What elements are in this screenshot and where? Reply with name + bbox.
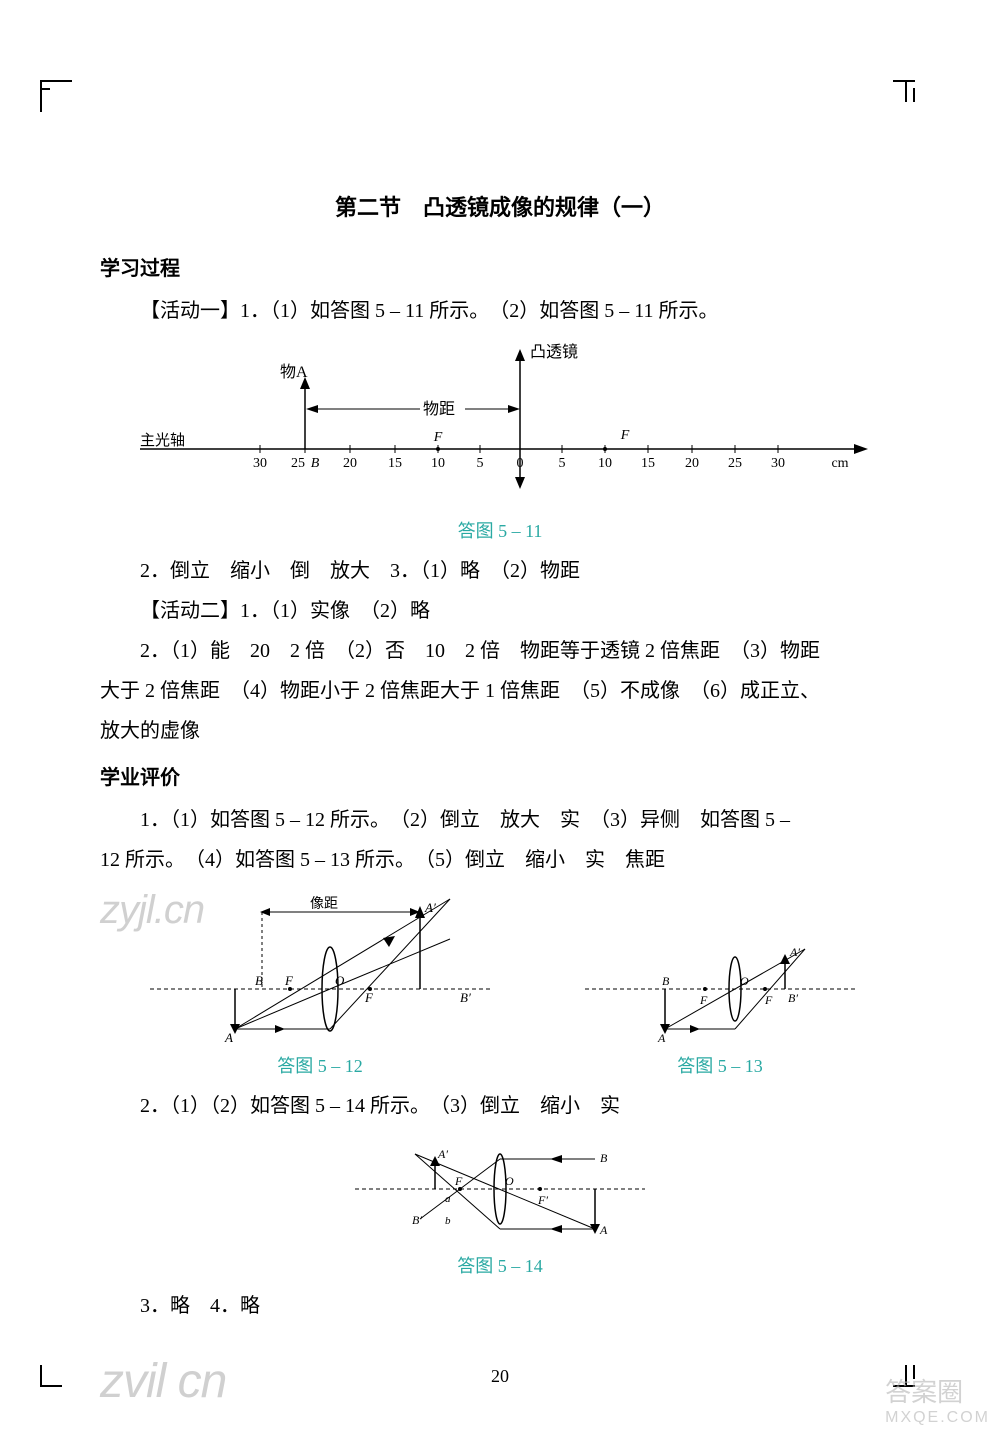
svg-text:B′: B′ (788, 991, 798, 1005)
obj-dist-label: 物距 (423, 400, 455, 418)
svg-text:A: A (599, 1223, 608, 1237)
heading-evaluation: 学业评价 (100, 761, 900, 790)
svg-text:B: B (255, 973, 263, 988)
activity1-line2: 2．倒立 缩小 倒 放大 3．（1）略 （2）物距 (100, 551, 900, 591)
svg-text:10: 10 (598, 456, 612, 471)
svg-text:b: b (445, 1215, 451, 1227)
activity2-line2c: 放大的虚像 (100, 711, 900, 751)
figure-5-14: A B A′ B′ F O F′ a b (350, 1134, 650, 1244)
svg-text:O: O (505, 1174, 514, 1188)
svg-text:B′: B′ (460, 990, 471, 1005)
svg-text:5: 5 (559, 456, 566, 471)
obj-a-label: 物A (280, 363, 308, 381)
lens-label: 凸透镜 (530, 342, 578, 361)
svg-text:A: A (224, 1030, 233, 1044)
crop-mark-tl (40, 80, 72, 112)
figure-5-13-wrap: A A′ B F O F B′ 答图 5 – 13 (580, 926, 860, 1086)
activity1-line1: 【活动一】1．（1）如答图 5 – 11 所示。 （2）如答图 5 – 11 所… (100, 291, 900, 331)
activity2-line1: 【活动二】1．（1）实像 （2）略 (100, 591, 900, 631)
corner-stamp: 答案圈 MXQE.COM (885, 1372, 990, 1427)
svg-text:a: a (445, 1193, 451, 1205)
stamp-bottom: MXQE.COM (885, 1409, 990, 1427)
page: 第二节 凸透镜成像的规律（一） 学习过程 【活动一】1．（1）如答图 5 – 1… (0, 0, 1000, 1437)
svg-text:F: F (699, 993, 708, 1007)
svg-text:15: 15 (641, 456, 655, 471)
figure-5-13: A A′ B F O F B′ (580, 934, 860, 1044)
svg-text:F: F (433, 430, 443, 445)
figure-5-13-caption: 答图 5 – 13 (580, 1052, 860, 1078)
stamp-top: 答案圈 (885, 1377, 963, 1407)
svg-text:30: 30 (771, 456, 785, 471)
svg-text:20: 20 (343, 456, 357, 471)
svg-text:O: O (335, 973, 345, 988)
figure-5-12-caption: 答图 5 – 12 (140, 1052, 500, 1078)
eval-line1a: 1．（1）如答图 5 – 12 所示。 （2）倒立 放大 实 （3）异侧 如答图… (100, 800, 900, 840)
svg-text:F′: F′ (537, 1193, 548, 1207)
figure-5-11-caption: 答图 5 – 11 (100, 517, 900, 543)
svg-text:B: B (662, 974, 670, 988)
figure-5-11: 凸透镜 物A 物距 主光轴 30 25 B 20 15 10 F 5 0 5 1… (120, 339, 880, 509)
svg-text:B: B (600, 1151, 608, 1165)
svg-text:10: 10 (431, 456, 445, 471)
svg-text:B′: B′ (412, 1213, 422, 1227)
svg-text:A′: A′ (437, 1147, 448, 1161)
activity2-line2b: 大于 2 倍焦距 （4）物距小于 2 倍焦距大于 1 倍焦距 （5）不成像 （6… (100, 671, 900, 711)
eval-line1b: 12 所示。 （4）如答图 5 – 13 所示。 （5）倒立 缩小 实 焦距 (100, 840, 900, 880)
figure-5-14-caption: 答图 5 – 14 (100, 1252, 900, 1278)
svg-text:F: F (764, 993, 773, 1007)
svg-text:O: O (740, 974, 749, 988)
svg-text:F: F (284, 973, 294, 988)
svg-text:像距: 像距 (310, 896, 338, 912)
eval-line2: 2．（1）（2）如答图 5 – 14 所示。 （3）倒立 缩小 实 (100, 1086, 900, 1126)
svg-text:F: F (620, 428, 630, 443)
svg-text:B: B (311, 456, 320, 471)
figure-5-12: A A′ 像距 B F (140, 894, 500, 1044)
svg-text:F: F (454, 1174, 463, 1188)
page-number: 20 (100, 1366, 900, 1387)
activity2-line2a: 2．（1）能 20 2 倍 （2）否 10 2 倍 物距等于透镜 2 倍焦距 （… (100, 631, 900, 671)
svg-text:20: 20 (685, 456, 699, 471)
svg-text:A′: A′ (424, 900, 436, 915)
eval-line3: 3．略 4．略 (100, 1286, 900, 1326)
section-title: 第二节 凸透镜成像的规律（一） (100, 190, 900, 222)
figure-5-12-wrap: A A′ 像距 B F (140, 886, 500, 1086)
svg-text:A: A (657, 1031, 666, 1044)
svg-text:25: 25 (728, 456, 742, 471)
svg-text:F: F (364, 990, 374, 1005)
svg-text:0: 0 (517, 456, 524, 471)
axis-label: 主光轴 (140, 432, 185, 449)
heading-study-process: 学习过程 (100, 252, 900, 281)
svg-text:cm: cm (831, 456, 848, 471)
svg-text:30: 30 (253, 456, 267, 471)
svg-text:25: 25 (291, 456, 305, 471)
svg-text:15: 15 (388, 456, 402, 471)
svg-text:5: 5 (477, 456, 484, 471)
